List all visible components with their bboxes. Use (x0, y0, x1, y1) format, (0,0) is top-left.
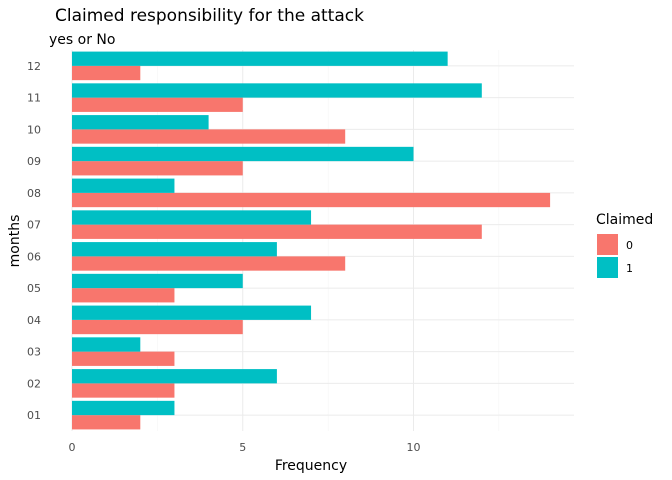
x-tick-label: 0 (69, 441, 76, 454)
bar-11-claimed-0 (72, 97, 243, 112)
y-tick-label: 11 (27, 92, 41, 105)
bar-01-claimed-0 (72, 415, 141, 430)
y-tick-label: 04 (27, 314, 41, 327)
bar-08-claimed-1 (72, 178, 175, 193)
y-axis-title: months (7, 215, 23, 268)
bar-09-claimed-1 (72, 146, 414, 162)
bar-08-claimed-0 (72, 192, 551, 208)
y-tick-label: 10 (27, 123, 41, 136)
bar-06-claimed-0 (72, 256, 346, 271)
bar-11-claimed-1 (72, 83, 482, 98)
bar-10-claimed-0 (72, 129, 346, 144)
bar-05-claimed-0 (72, 288, 175, 303)
chart-title: Claimed responsibility for the attack (55, 6, 364, 26)
bar-10-claimed-1 (72, 115, 209, 130)
bar-03-claimed-1 (72, 337, 141, 352)
bar-02-claimed-0 (72, 383, 175, 398)
legend-title: Claimed (596, 212, 653, 228)
legend-key-0 (597, 234, 618, 255)
y-tick-label: 01 (27, 409, 41, 422)
legend: Claimed 0 1 (596, 212, 653, 278)
x-tick-label: 10 (407, 441, 421, 454)
bar-06-claimed-1 (72, 242, 277, 257)
bar-07-claimed-1 (72, 210, 312, 225)
bar-07-claimed-0 (72, 224, 482, 239)
y-tick-label: 02 (27, 377, 41, 390)
legend-label-1: 1 (626, 262, 633, 275)
y-tick-labels: 01 02 03 04 05 06 07 08 09 10 11 12 (27, 60, 41, 422)
bar-05-claimed-1 (72, 273, 243, 289)
bar-09-claimed-0 (72, 161, 243, 176)
y-tick-label: 08 (27, 187, 41, 200)
y-tick-label: 05 (27, 282, 41, 295)
legend-key-1 (597, 257, 618, 278)
chart-subtitle: yes or No (49, 32, 115, 48)
bar-01-claimed-1 (72, 400, 175, 416)
bar-04-claimed-0 (72, 319, 243, 335)
y-tick-label: 12 (27, 60, 41, 73)
bar-03-claimed-0 (72, 351, 175, 366)
y-tick-label: 09 (27, 155, 41, 168)
x-tick-label: 5 (239, 441, 246, 454)
y-tick-label: 06 (27, 250, 41, 263)
y-tick-label: 03 (27, 346, 41, 359)
bar-12-claimed-1 (72, 51, 448, 66)
bars (72, 51, 551, 430)
x-axis-title: Frequency (275, 458, 347, 474)
bar-02-claimed-1 (72, 369, 277, 384)
bar-04-claimed-1 (72, 305, 312, 320)
y-tick-label: 07 (27, 219, 41, 232)
legend-label-0: 0 (626, 239, 633, 252)
bar-12-claimed-0 (72, 65, 141, 81)
x-tick-labels: 0 5 10 (69, 441, 421, 454)
